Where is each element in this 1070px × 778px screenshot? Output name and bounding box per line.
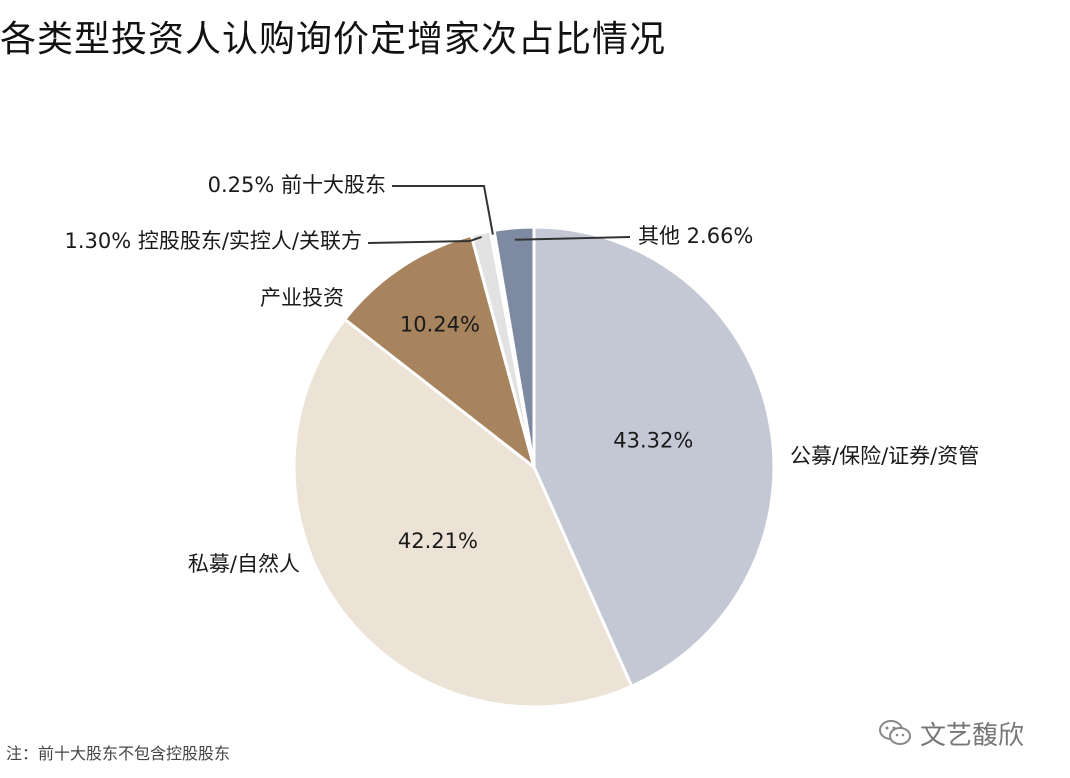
category-label-0: 公募/保险/证券/资管 xyxy=(790,444,979,468)
pie-slice-0 xyxy=(532,225,776,688)
small-slice-label-3: 1.30% 控股股东/实控人/关联方 xyxy=(64,229,362,253)
wechat-icon xyxy=(879,720,911,745)
chart-title: 各类型投资人认购询价定增家次占比情况 xyxy=(0,19,667,60)
value-label-1: 42.21% xyxy=(398,529,478,553)
value-label-2: 10.24% xyxy=(400,312,480,336)
category-label-1: 私募/自然人 xyxy=(188,552,300,576)
small-slice-label-4: 0.25% 前十大股东 xyxy=(208,173,386,197)
small-slice-label-5: 其他 2.66% xyxy=(638,224,753,248)
watermark-text: 文艺馥欣 xyxy=(920,720,1025,751)
watermark: 文艺馥欣 xyxy=(878,716,1025,751)
pie-slice-1 xyxy=(292,317,634,709)
pie-slice-5 xyxy=(492,225,536,469)
value-label-0: 43.32% xyxy=(613,429,693,453)
leader-line-3 xyxy=(367,235,482,244)
leader-line-4 xyxy=(392,185,494,235)
leader-line-5 xyxy=(514,236,631,241)
footnote: 注：前十大股东不包含控股股东 xyxy=(6,744,231,763)
category-label-2: 产业投资 xyxy=(260,286,344,310)
